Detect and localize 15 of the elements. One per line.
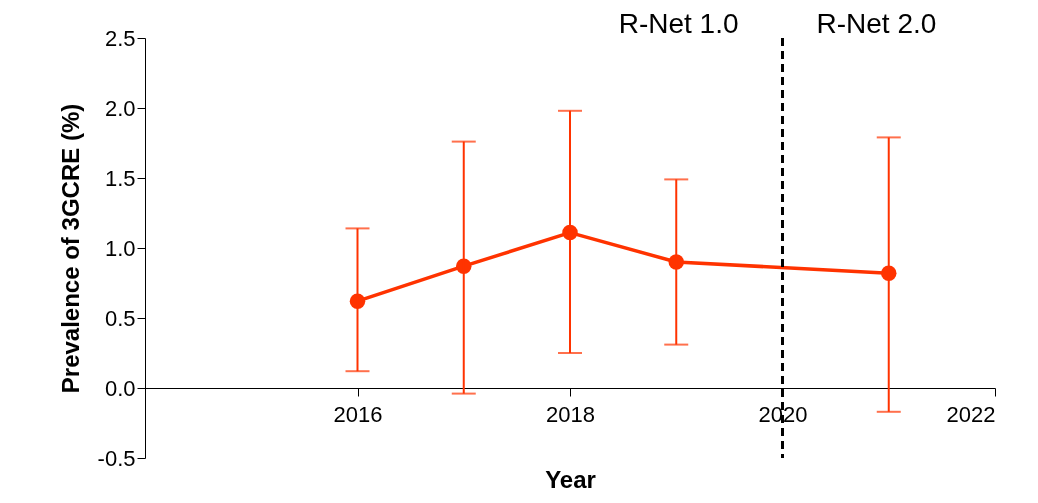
y-tick-label: 2.0	[104, 95, 136, 121]
y-tick-label: 0.0	[104, 375, 136, 401]
y-tick-label: -0.5	[97, 445, 136, 471]
annotation: R-Net 1.0	[618, 8, 739, 39]
x-axis-title: Year	[545, 465, 596, 493]
y-tick-label: 1.0	[104, 235, 136, 261]
annotation: R-Net 2.0	[816, 8, 937, 39]
y-tick-label: 0.5	[104, 305, 136, 331]
x-tick-label: 2016	[333, 401, 383, 427]
y-tick-label: 2.5	[104, 25, 136, 51]
x-tick-label: 2018	[546, 401, 595, 427]
x-tick-label: 2022	[946, 401, 996, 427]
x-tick-label: 2020	[758, 401, 808, 427]
y-tick-label: 1.5	[104, 165, 136, 191]
y-axis-title: Prevalence of 3GCRE (%)	[56, 103, 84, 394]
